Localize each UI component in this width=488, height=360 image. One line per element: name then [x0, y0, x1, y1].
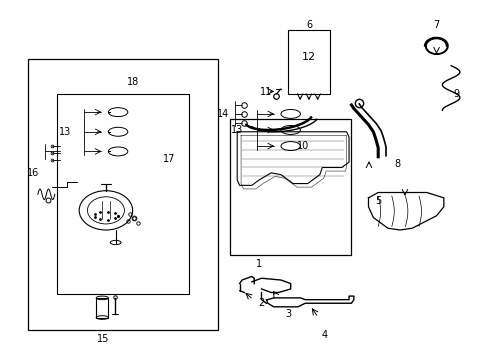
Text: 1: 1 [256, 259, 262, 269]
Text: 13: 13 [231, 125, 243, 135]
Text: 3: 3 [285, 309, 291, 319]
Text: 10: 10 [296, 141, 308, 151]
Text: 16: 16 [27, 168, 39, 178]
Text: 7: 7 [432, 19, 439, 30]
Bar [96, 298, 108, 318]
Bar [28, 59, 217, 330]
Bar [57, 94, 188, 294]
Text: 12: 12 [302, 52, 316, 62]
Text: 18: 18 [126, 77, 139, 87]
Bar [229, 119, 351, 255]
Text: 4: 4 [321, 330, 327, 341]
Text: 2: 2 [258, 298, 264, 308]
Text: 17: 17 [163, 154, 175, 163]
Text: 11: 11 [260, 87, 272, 98]
Text: 15: 15 [97, 334, 109, 344]
Text: 13: 13 [59, 127, 71, 137]
Text: 6: 6 [305, 19, 312, 30]
Text: 5: 5 [374, 197, 381, 206]
Text: 8: 8 [394, 159, 400, 169]
Text: 14: 14 [216, 109, 228, 119]
Bar [287, 30, 329, 94]
Text: 9: 9 [452, 89, 458, 99]
